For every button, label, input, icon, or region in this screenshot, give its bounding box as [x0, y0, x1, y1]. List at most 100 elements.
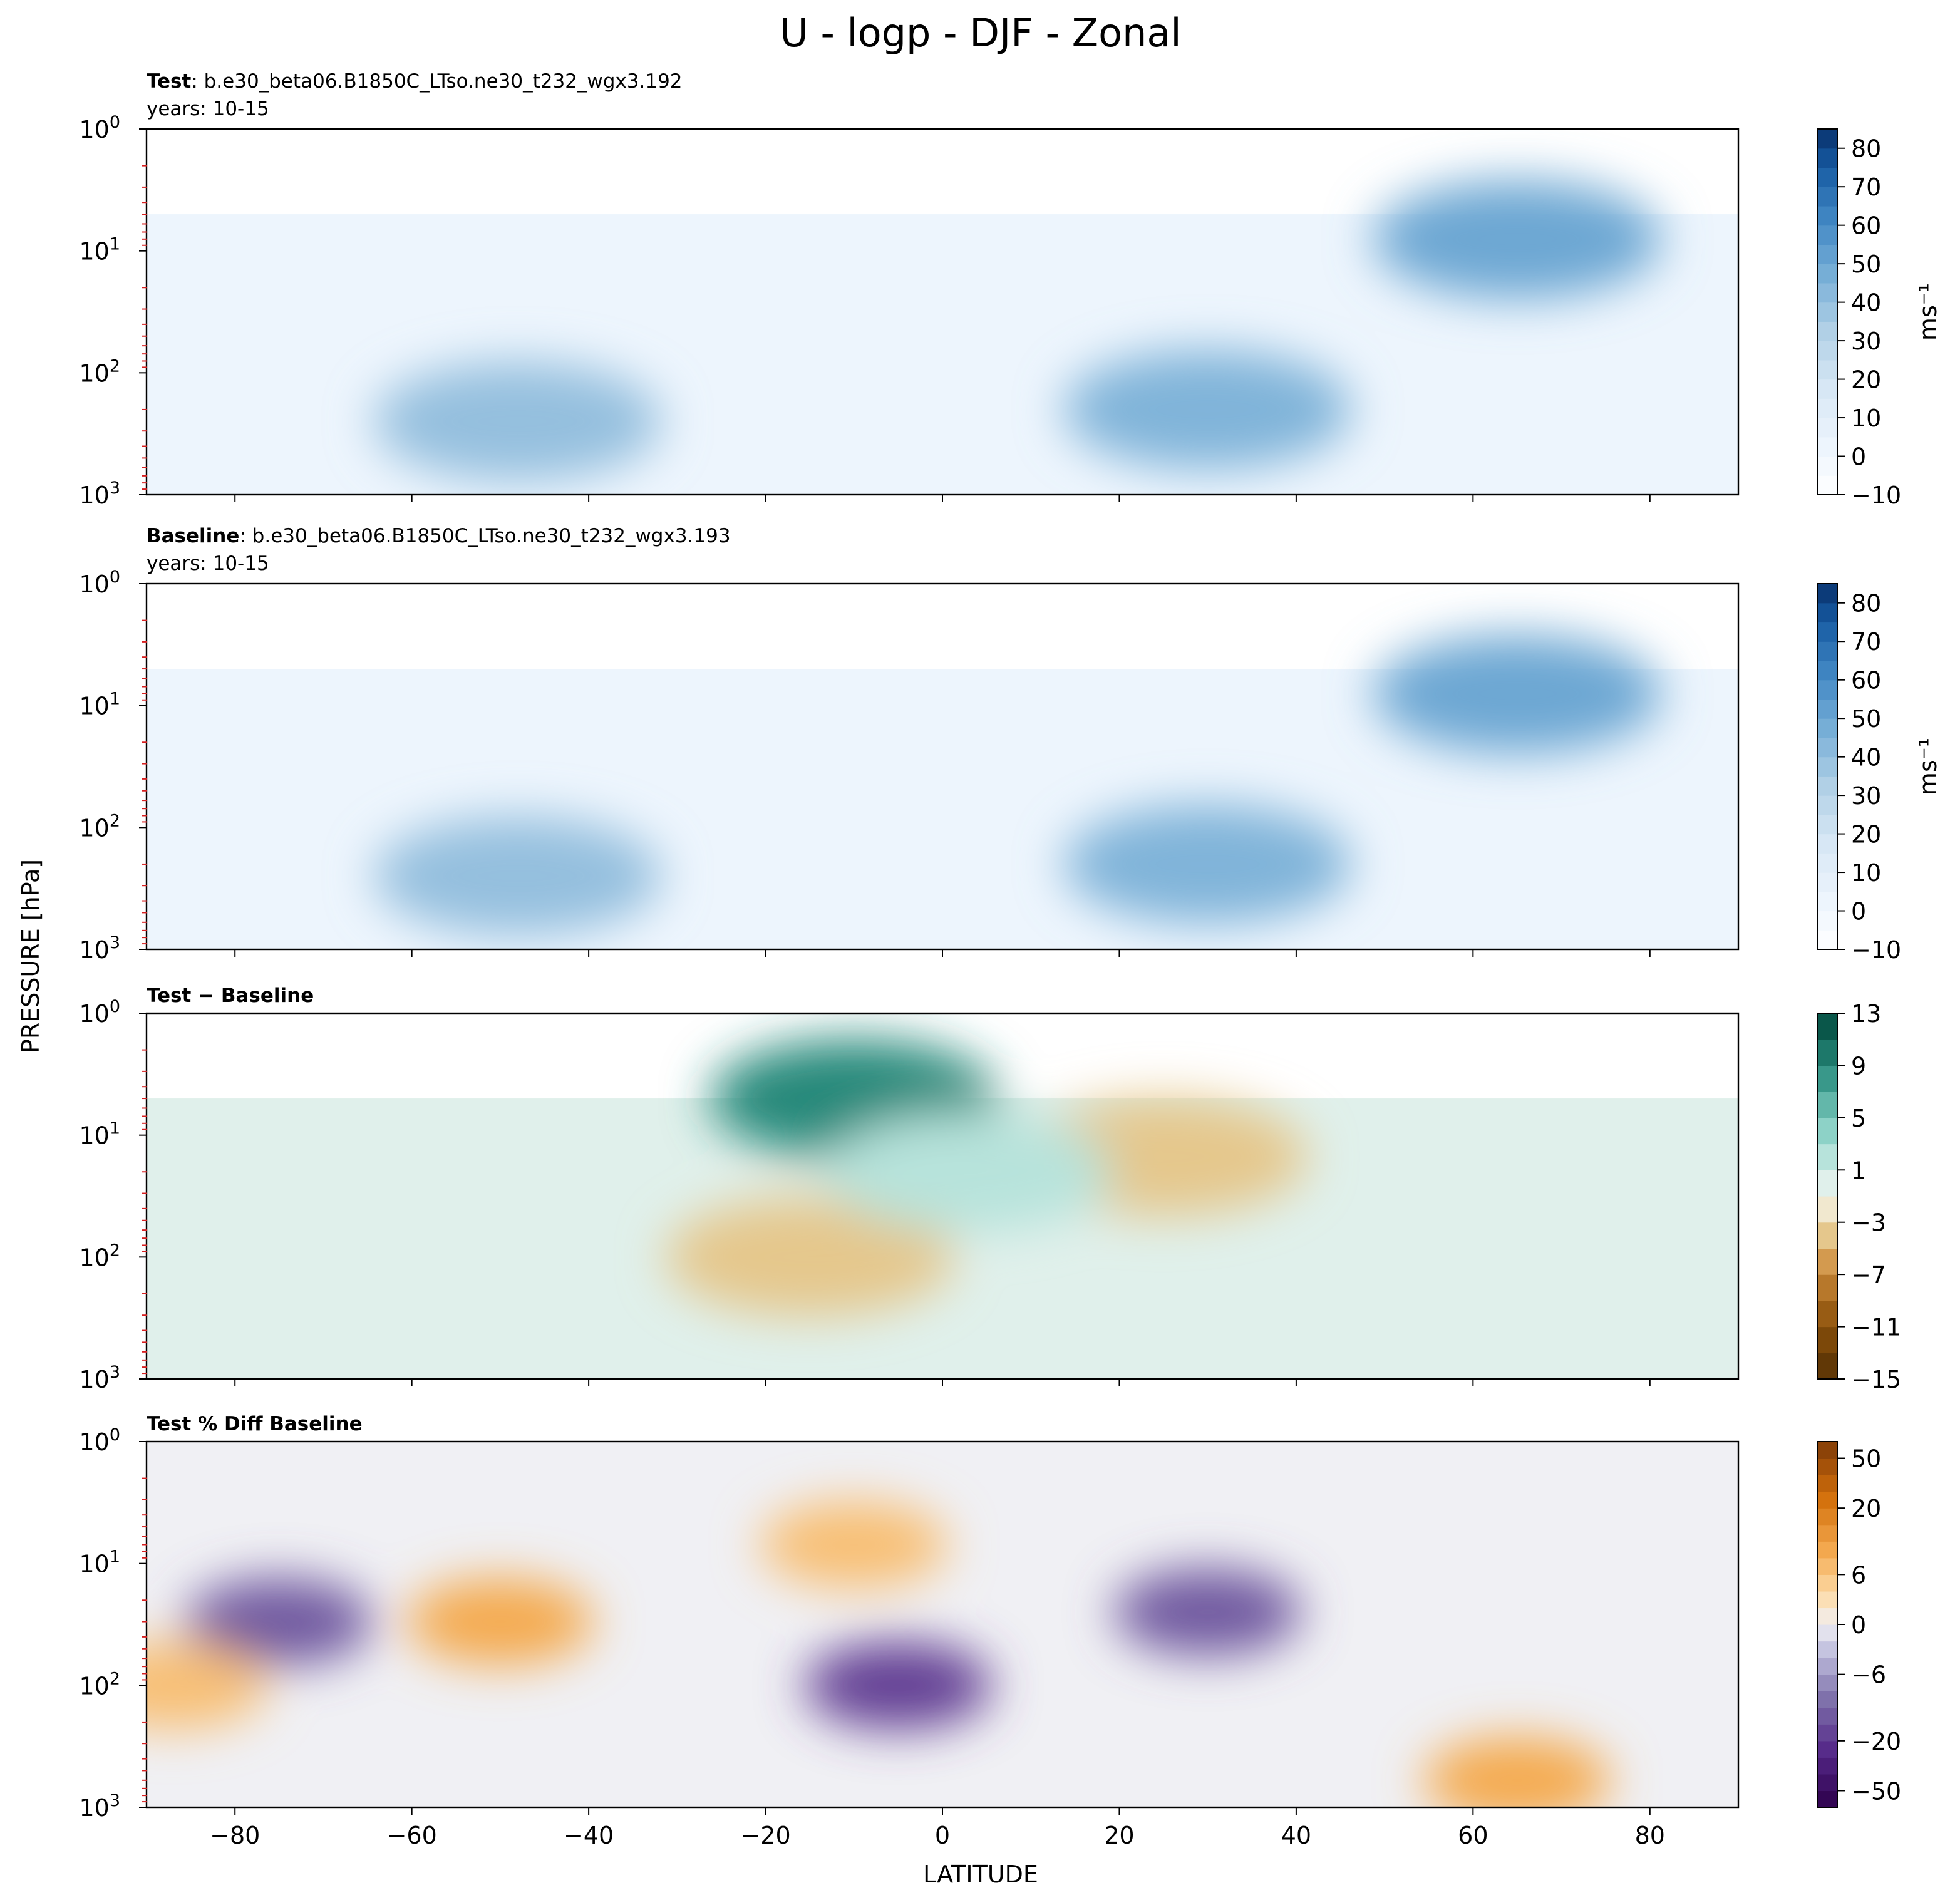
colorbar-bin — [1817, 1790, 1837, 1808]
field-feature — [374, 361, 663, 481]
colorbar-bin — [1817, 1248, 1837, 1275]
y-tick-label: 101 — [79, 1547, 120, 1578]
colorbar-tick-label: 20 — [1851, 821, 1881, 849]
colorbar-bin — [1817, 1039, 1837, 1066]
colorbar-bin — [1817, 1724, 1837, 1742]
field-feature — [760, 1500, 948, 1589]
colorbar-tick-label: 13 — [1851, 1000, 1881, 1028]
colorbar-tick-label: 80 — [1851, 590, 1881, 617]
field-feature — [185, 1577, 373, 1666]
x-tick-label: −20 — [740, 1822, 790, 1849]
colorbar-bin — [1817, 264, 1837, 284]
colorbar-bin — [1817, 718, 1837, 738]
colorbar-bin — [1817, 244, 1837, 264]
field-feature — [1063, 349, 1352, 469]
colorbar-tick-label: 10 — [1851, 405, 1881, 432]
colorbar-bin — [1817, 737, 1837, 758]
colorbar-frame — [1817, 583, 1838, 950]
panel-baseline: Baseline: b.e30_beta06.B1850C_LTso.ne30_… — [79, 525, 1942, 964]
figure-title: U - logp - DJF - Zonal — [780, 10, 1181, 56]
x-tick-label: 40 — [1281, 1822, 1311, 1849]
field-feature — [825, 1112, 1113, 1232]
colorbar-bin — [1817, 1170, 1837, 1197]
colorbar-tick-label: −50 — [1851, 1777, 1901, 1805]
colorbar-bin — [1817, 436, 1837, 457]
colorbar-bin — [1817, 1691, 1837, 1708]
colorbar-bin — [1817, 911, 1837, 931]
colorbar-bin — [1817, 814, 1837, 835]
colorbar-bin — [1817, 602, 1837, 623]
colorbar-tick-label: −7 — [1851, 1261, 1886, 1289]
colorbar-tick-label: 80 — [1851, 135, 1881, 163]
colorbar-bin — [1817, 776, 1837, 796]
field-feature — [804, 1641, 993, 1730]
colorbar-bin — [1817, 1013, 1837, 1040]
colorbar-bin — [1817, 148, 1837, 168]
colorbar-tick-label: 9 — [1851, 1052, 1866, 1080]
colorbar-bin — [1817, 1353, 1837, 1380]
colorbar-bin — [1817, 660, 1837, 681]
colorbar-bin — [1817, 1757, 1837, 1775]
colorbar-tick-label: 50 — [1851, 1445, 1881, 1473]
colorbar-bin — [1817, 225, 1837, 245]
colorbar-bin — [1817, 1222, 1837, 1249]
colorbar-tick-label: 60 — [1851, 212, 1881, 240]
colorbar-bin — [1817, 1508, 1837, 1526]
y-tick-label: 101 — [79, 235, 120, 266]
y-tick-label: 103 — [79, 1791, 120, 1822]
plot-area — [147, 129, 1738, 495]
plot-area — [147, 584, 1738, 949]
field-feature — [1063, 804, 1352, 924]
y-tick-label: 101 — [79, 689, 120, 720]
colorbar-bin — [1817, 699, 1837, 719]
y-tick-label: 102 — [79, 356, 120, 387]
colorbar-tick-label: −20 — [1851, 1728, 1901, 1755]
colorbar-bin — [1817, 341, 1837, 361]
panel-subtitle: years: 10-15 — [147, 98, 269, 120]
colorbar-tick-label: 70 — [1851, 628, 1881, 656]
colorbar-tick-label: −15 — [1851, 1366, 1901, 1393]
colorbar-bin — [1817, 187, 1837, 207]
colorbar-bin — [1817, 418, 1837, 438]
colorbar-label: ms⁻¹ — [1914, 738, 1942, 795]
y-tick-label: 103 — [79, 478, 120, 509]
colorbar-frame — [1817, 128, 1838, 495]
colorbar-tick-label: −6 — [1851, 1661, 1886, 1689]
colorbar-bin — [1817, 1274, 1837, 1301]
colorbar-bin — [1817, 205, 1837, 226]
colorbar-bin — [1817, 1658, 1837, 1675]
field-feature — [1373, 179, 1661, 299]
colorbar-bin — [1817, 756, 1837, 777]
colorbar-bin — [1817, 834, 1837, 854]
x-tick-label: 0 — [935, 1822, 950, 1849]
colorbar-bin — [1817, 1491, 1837, 1509]
colorbar-tick-label: 20 — [1851, 366, 1881, 394]
colorbar-bin — [1817, 930, 1837, 950]
colorbar-bin — [1817, 584, 1837, 604]
colorbar-bin — [1817, 1458, 1837, 1475]
colorbar: 13 9 5 1 −3 −7 −11 −15 — [1817, 1000, 1901, 1393]
y-tick-label: 100 — [79, 997, 120, 1028]
colorbar-bin — [1817, 1574, 1837, 1592]
colorbar-bin — [1817, 1326, 1837, 1353]
colorbar: 80 70 60 50 40 30 20 10 0 −10 ms⁻¹ — [1817, 583, 1942, 964]
colorbar-tick-label: 70 — [1851, 173, 1881, 201]
colorbar-bin — [1817, 891, 1837, 912]
x-tick-label: −80 — [210, 1822, 260, 1849]
colorbar-frame — [1817, 1013, 1838, 1380]
colorbar-bin — [1817, 853, 1837, 873]
colorbar-bin — [1817, 1144, 1837, 1170]
colorbar-bin — [1817, 1196, 1837, 1223]
field-feature — [666, 1197, 954, 1317]
colorbar-tick-label: 60 — [1851, 667, 1881, 694]
colorbar-bin — [1817, 622, 1837, 642]
colorbar-tick-label: 40 — [1851, 289, 1881, 317]
x-tick-label: −60 — [387, 1822, 437, 1849]
y-tick-label: 103 — [79, 933, 120, 964]
colorbar-bin — [1817, 129, 1837, 149]
colorbar-tick-label: 5 — [1851, 1105, 1866, 1132]
colorbar-label: ms⁻¹ — [1914, 283, 1942, 341]
colorbar-bin — [1817, 1475, 1837, 1492]
field-feature — [1423, 1736, 1611, 1807]
